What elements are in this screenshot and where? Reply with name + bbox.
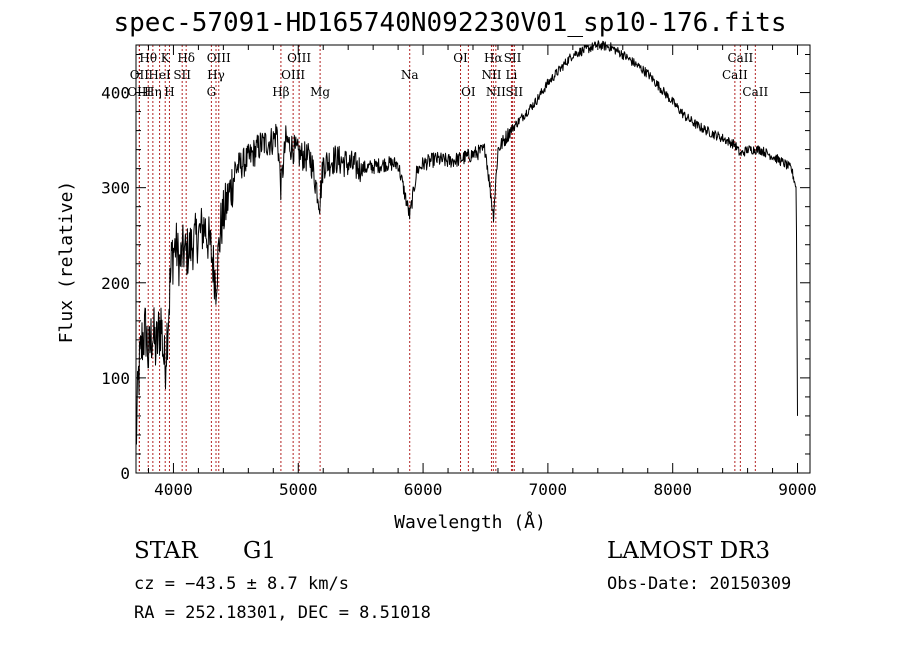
object-class: STAR [134,538,198,564]
y-tick-label-0: 0 [120,464,130,483]
line-label-2: OIII [127,85,151,99]
line-label-5: HeI [148,68,171,82]
line-label-25: CaII [727,51,753,65]
line-label-20: NII [481,68,501,82]
line-label-21: NII [486,85,506,99]
line-label-10: Hγ [207,68,225,82]
line-label-17: OI [453,51,468,65]
line-label-22: SII [504,51,522,65]
line-label-18: OI [461,85,476,99]
line-label-3: Hη [144,85,162,99]
line-label-13: OIII [281,68,305,82]
line-label-0: Hθ [139,51,157,65]
line-label-16: Na [401,68,419,82]
spectrum-series-line [135,40,798,445]
line-label-7: SII [173,68,191,82]
line-label-12: OIII [287,51,311,65]
line-label-9: OIII [207,51,231,65]
object-subclass: G1 [243,538,277,564]
line-label-15: Mg [310,85,330,99]
x-tick-label-2: 6000 [404,480,443,499]
line-label-14: Hβ [272,85,289,99]
spectral-line-markers [138,45,756,473]
line-label-11: G [207,85,217,99]
line-label-19: Hα [484,51,503,65]
line-label-24: SII [505,85,523,99]
survey-name: LAMOST DR3 [607,538,771,564]
chart-title: spec-57091-HD165740N092230V01_sp10-176.f… [113,8,787,38]
line-label-27: CaII [742,85,768,99]
y-tick-label-3: 300 [101,179,130,198]
y-axis-label: Flux (relative) [56,181,77,344]
x-tick-label-0: 4000 [154,480,193,499]
y-tick-label-4: 400 [101,84,130,103]
y-tick-label-2: 200 [101,274,130,293]
x-axis-label: Wavelength (Å) [394,511,546,533]
line-label-26: CaII [722,68,748,82]
x-tick-label-4: 8000 [653,480,692,499]
plot-frame [135,44,811,474]
line-label-1: OII [130,68,150,82]
observation-date: Obs-Date: 20150309 [607,574,792,594]
line-label-6: H [164,85,174,99]
y-tick-label-1: 100 [101,369,130,388]
line-label-23: Li [506,68,518,82]
x-tick-label-3: 7000 [529,480,568,499]
line-label-8: Hδ [177,51,195,65]
x-tick-label-5: 9000 [778,480,817,499]
redshift-cz: cz = −43.5 ± 8.7 km/s [134,574,349,594]
ra-dec-coordinates: RA = 252.18301, DEC = 8.51018 [134,603,431,623]
axis-tick-labels: 4000 5000 6000 7000 8000 9000 0 100 200 300 400 [101,84,817,499]
plot-axes [135,44,811,474]
axis-ticks [136,45,810,474]
x-tick-label-1: 5000 [279,480,318,499]
line-label-4: K [161,51,171,65]
